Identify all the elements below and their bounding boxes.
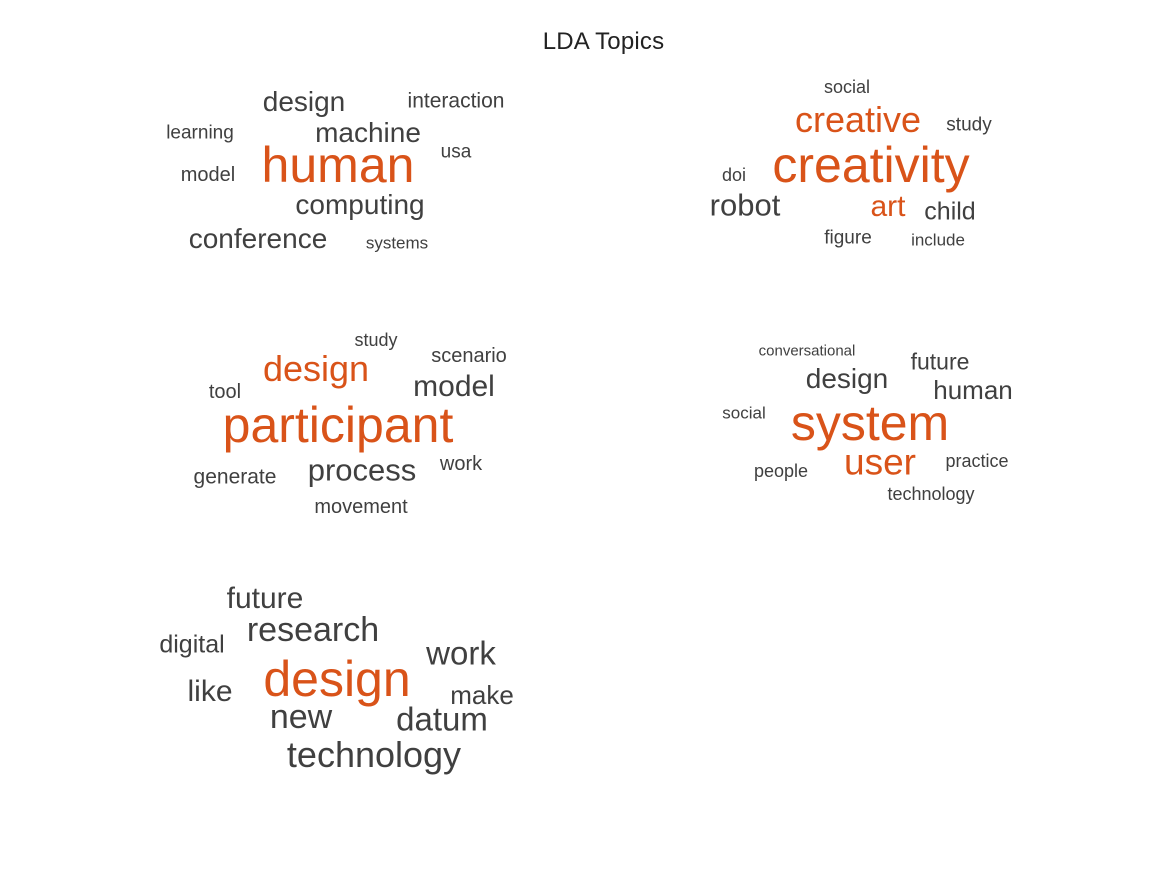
topic-3-word-work: work bbox=[439, 453, 483, 475]
topic-5-word-like: like bbox=[187, 675, 233, 708]
topic-1-word-design: design bbox=[262, 86, 346, 117]
topic-3-word-scenario: scenario bbox=[431, 345, 507, 367]
topic-3-word-study: study bbox=[354, 330, 398, 350]
topic-1-word-systems: systems bbox=[365, 233, 429, 253]
topic-2-word-social: social bbox=[823, 77, 871, 97]
topic-2-word-include: include bbox=[911, 230, 965, 250]
topic-1-word-human: human bbox=[261, 137, 415, 193]
topic-5-word-datum: datum bbox=[396, 700, 488, 738]
topic-1-word-conference: conference bbox=[188, 223, 328, 254]
topic-3-word-movement: movement bbox=[314, 496, 408, 518]
topic-3-word-model: model bbox=[413, 370, 495, 403]
topic-2-word-study: study bbox=[946, 114, 992, 136]
topic-4-word-social: social bbox=[722, 403, 766, 423]
topic-3-word-tool: tool bbox=[208, 381, 242, 403]
topic-5-word-work: work bbox=[426, 634, 496, 672]
topic-1-word-model: model bbox=[180, 164, 236, 186]
topic-4-word-conversational: conversational bbox=[758, 342, 856, 360]
topic-4-word-technology: technology bbox=[887, 484, 975, 504]
topic-3-word-generate: generate bbox=[193, 465, 277, 489]
topic-5-word-digital: digital bbox=[159, 630, 225, 659]
topic-5-word-new: new bbox=[269, 698, 333, 736]
topic-4-word-future: future bbox=[910, 348, 970, 375]
topic-4-word-design: design bbox=[805, 363, 889, 394]
topic-2-word-creativity: creativity bbox=[772, 137, 970, 193]
topic-3-word-design: design bbox=[262, 348, 370, 389]
topic-2-word-figure: figure bbox=[824, 227, 872, 249]
topic-4-word-people: people bbox=[753, 461, 809, 481]
topic-4-word-human: human bbox=[933, 375, 1013, 405]
topic-2-word-doi: doi bbox=[721, 165, 747, 185]
chart-title: LDA Topics bbox=[542, 28, 665, 55]
topic-3-word-process: process bbox=[307, 452, 417, 488]
topic-1-word-machine: machine bbox=[315, 117, 421, 148]
topic-1-word-computing: computing bbox=[295, 189, 425, 220]
topic-5-word-design: design bbox=[263, 651, 411, 707]
topic-2-word-art: art bbox=[870, 190, 906, 223]
topic-5-word-technology: technology bbox=[286, 734, 462, 775]
topic-2-word-creative: creative bbox=[794, 99, 922, 140]
topic-5-word-make: make bbox=[450, 680, 514, 710]
topic-5-word-research: research bbox=[246, 611, 380, 649]
topic-4-word-user: user bbox=[844, 441, 916, 483]
topic-3-word-participant: participant bbox=[222, 397, 454, 453]
topic-1-word-usa: usa bbox=[440, 141, 472, 163]
topic-5-word-future: future bbox=[226, 582, 304, 615]
topic-4-word-system: system bbox=[790, 395, 950, 451]
topic-1-word-learning: learning bbox=[166, 122, 234, 144]
topic-1-word-interaction: interaction bbox=[407, 89, 505, 113]
topic-4-word-practice: practice bbox=[945, 451, 1009, 471]
topic-2-word-robot: robot bbox=[709, 187, 781, 223]
topic-2-word-child: child bbox=[924, 197, 976, 226]
